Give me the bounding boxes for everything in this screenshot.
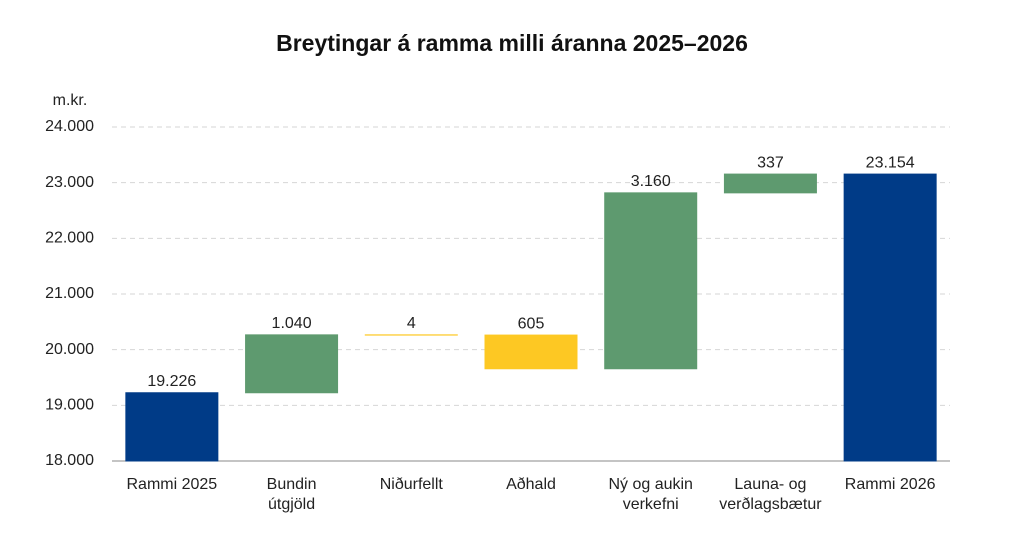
x-tick-label: Aðhald [506, 476, 556, 493]
value-label: 605 [518, 315, 545, 332]
bar [484, 334, 578, 370]
y-tick-label: 23.000 [45, 174, 94, 191]
x-tick-label-line: Aðhald [506, 476, 556, 493]
x-tick-label: Rammi 2026 [845, 476, 936, 493]
value-label: 337 [757, 154, 784, 171]
value-label: 23.154 [866, 154, 915, 171]
x-tick-label-line: Rammi 2025 [127, 476, 218, 493]
x-tick-label: Niðurfellt [380, 476, 444, 493]
x-tick-label: Bundin útgjöld [267, 476, 317, 513]
x-tick-label-line: Niðurfellt [380, 476, 444, 493]
bar [723, 173, 817, 194]
bar [245, 334, 339, 394]
y-tick-label: 18.000 [45, 452, 94, 469]
x-tick-label-line: Ný og aukin [608, 476, 693, 493]
x-tick-label-line: Rammi 2026 [845, 476, 936, 493]
bar [604, 192, 698, 370]
y-tick-label: 22.000 [45, 230, 94, 247]
x-tick-label-line: Launa- og [734, 476, 806, 493]
chart-title: Breytingar á ramma milli áranna 2025–202… [276, 30, 748, 56]
bar [843, 173, 937, 462]
value-label: 19.226 [147, 373, 196, 390]
y-tick-label: 24.000 [45, 118, 94, 135]
x-tick-label: Launa- og verðlagsbætur [719, 476, 822, 513]
bar [125, 392, 219, 462]
value-label: 3.160 [631, 173, 671, 190]
x-tick-label: Ný og aukin verkefni [608, 476, 693, 513]
value-label: 4 [407, 315, 416, 332]
y-tick-label: 21.000 [45, 285, 94, 302]
x-tick-label-line: verkefni [623, 496, 679, 513]
x-tick-label-line: Bundin [267, 476, 317, 493]
x-tick-label-line: verðlagsbætur [719, 496, 822, 513]
value-label: 1.040 [272, 315, 312, 332]
y-tick-label: 20.000 [45, 341, 94, 358]
y-unit-label: m.kr. [53, 92, 88, 109]
x-tick-label-line: útgjöld [268, 496, 315, 513]
x-tick-label: Rammi 2025 [127, 476, 218, 493]
y-tick-label: 19.000 [45, 397, 94, 414]
